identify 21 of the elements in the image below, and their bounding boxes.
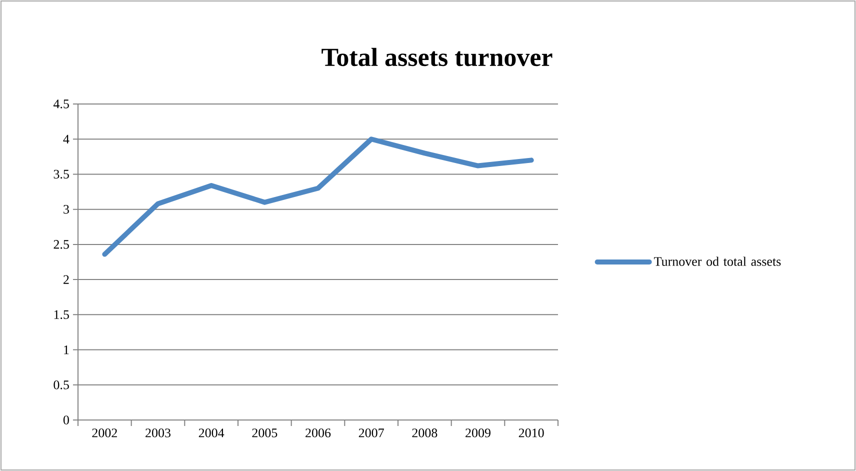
- y-tick-label: 0.5: [54, 380, 69, 390]
- x-tick-label: 2006: [306, 428, 331, 438]
- x-tick-label: 2002: [92, 428, 117, 438]
- x-tick-label: 2010: [518, 428, 544, 438]
- x-tick-label: 2005: [252, 428, 278, 438]
- legend-label: Turnover od total assets: [654, 256, 781, 266]
- x-tick-label: 2003: [146, 428, 170, 438]
- y-tick-label: 3.5: [54, 170, 69, 179]
- y-tick-label: 1: [64, 345, 69, 354]
- x-tick-label: 2004: [198, 428, 224, 438]
- x-tick-label: 2007: [358, 428, 384, 438]
- x-tick-label: 2008: [412, 428, 438, 438]
- chart-title: Total assets turnover: [322, 48, 552, 66]
- x-tick-label: 2009: [466, 428, 490, 438]
- y-tick-label: 2: [64, 275, 69, 284]
- y-tick-label: 2.5: [54, 240, 69, 249]
- y-tick-label: 0: [63, 416, 69, 424]
- y-tick-label: 1.5: [54, 310, 69, 320]
- y-tick-label: 4.5: [53, 100, 69, 108]
- y-tick-label: 4: [63, 134, 70, 144]
- y-tick-label: 3: [64, 204, 69, 214]
